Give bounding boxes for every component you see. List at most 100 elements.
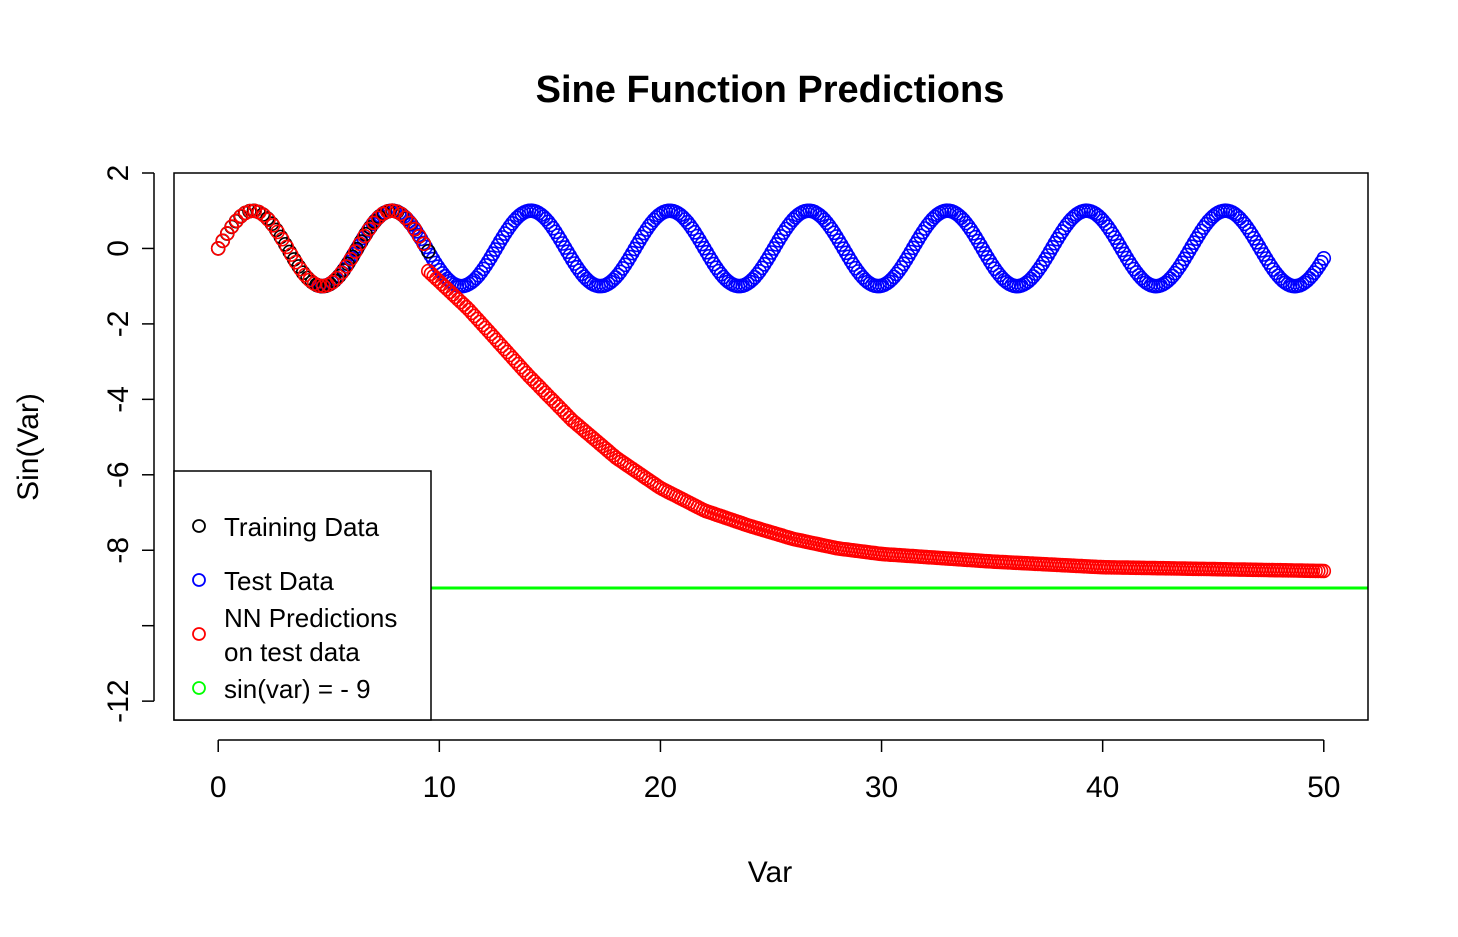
data-point <box>634 229 650 245</box>
x-tick-label: 50 <box>1307 771 1340 804</box>
data-point <box>551 399 567 415</box>
data-point <box>411 228 427 244</box>
data-point <box>913 228 928 244</box>
data-point <box>953 210 969 225</box>
data-point <box>545 220 561 236</box>
data-point <box>521 368 537 384</box>
y-tick-label: -8 <box>102 537 135 564</box>
legend-label: on test data <box>224 637 360 667</box>
data-point <box>1311 258 1327 274</box>
data-point <box>1244 227 1259 242</box>
data-point <box>843 253 859 269</box>
data-point <box>554 402 570 417</box>
data-point <box>543 391 559 406</box>
data-point <box>1033 259 1048 275</box>
data-point <box>210 241 226 256</box>
data-point <box>982 253 998 269</box>
data-point <box>439 281 455 297</box>
data-point <box>896 256 911 272</box>
data-point <box>426 268 442 284</box>
data-point <box>1189 231 1204 246</box>
data-point <box>423 266 439 282</box>
data-point <box>466 273 482 288</box>
data-point <box>536 209 551 224</box>
data-point <box>524 371 540 387</box>
x-axis-label: Var <box>748 856 792 889</box>
data-point <box>617 257 633 273</box>
data-point <box>1038 252 1053 267</box>
y-axis-label: Sin(Var) <box>12 393 45 501</box>
data-point <box>347 244 363 259</box>
data-point <box>756 256 772 272</box>
data-point <box>884 272 899 287</box>
data-point <box>893 260 909 275</box>
legend-label: Training Data <box>224 512 380 542</box>
data-point <box>980 250 995 265</box>
data-point <box>497 226 513 241</box>
data-point <box>636 225 652 241</box>
data-point <box>537 385 553 401</box>
chart-title: Sine Function Predictions <box>536 69 1005 111</box>
data-point <box>701 248 717 264</box>
data-point <box>559 407 575 423</box>
data-point <box>343 251 359 267</box>
data-point <box>548 396 564 412</box>
data-point <box>270 224 285 240</box>
data-point <box>615 261 631 276</box>
data-point <box>968 229 983 245</box>
legend-label: sin(var) = - 9 <box>224 674 371 704</box>
data-point <box>684 221 700 236</box>
data-point <box>605 272 621 288</box>
data-point <box>492 234 508 249</box>
data-point <box>1105 226 1120 242</box>
legend-marker <box>192 519 206 533</box>
data-point <box>480 254 496 269</box>
data-point <box>1239 219 1255 235</box>
data-point <box>233 208 249 224</box>
x-tick-label: 10 <box>423 771 456 804</box>
data-point <box>352 236 368 252</box>
data-point <box>1258 251 1274 266</box>
data-point <box>754 260 770 276</box>
data-point <box>550 228 566 243</box>
data-point <box>416 236 432 252</box>
data-point <box>540 388 556 403</box>
y-tick-label: 2 <box>102 165 135 182</box>
data-point <box>1035 255 1051 271</box>
legend-marker <box>192 573 206 587</box>
x-tick-label: 20 <box>644 771 677 804</box>
data-point <box>242 203 258 219</box>
data-point <box>1261 255 1276 270</box>
data-point <box>824 221 839 237</box>
data-point <box>1052 228 1067 243</box>
y-tick-label: -4 <box>102 386 135 413</box>
data-point <box>367 214 382 229</box>
data-point <box>366 215 381 231</box>
data-point <box>407 221 423 237</box>
data-point <box>478 258 494 273</box>
data-point <box>773 229 789 244</box>
legend-items: Training Data Test Data NN Predictions on t… <box>192 512 397 704</box>
data-point <box>812 207 827 223</box>
data-point <box>450 292 466 307</box>
data-point <box>437 279 452 294</box>
y-tick-label: -12 <box>102 679 135 722</box>
data-point <box>546 393 561 409</box>
x-tick-label: 0 <box>210 771 227 804</box>
y-tick-label: -6 <box>102 461 135 488</box>
data-point <box>529 377 545 392</box>
data-point <box>963 222 979 237</box>
data-point <box>1172 259 1187 274</box>
data-point <box>1242 223 1257 238</box>
data-point <box>229 213 244 228</box>
y-axis: -12 -8 -6 -4 -2 0 2 <box>102 165 155 723</box>
y-tick-label: 0 <box>102 240 135 257</box>
data-point <box>442 284 458 300</box>
data-point <box>448 289 463 305</box>
data-point <box>279 239 295 255</box>
data-point <box>1174 255 1190 271</box>
data-point <box>814 210 830 225</box>
data-point <box>495 230 510 245</box>
data-point <box>420 263 436 279</box>
